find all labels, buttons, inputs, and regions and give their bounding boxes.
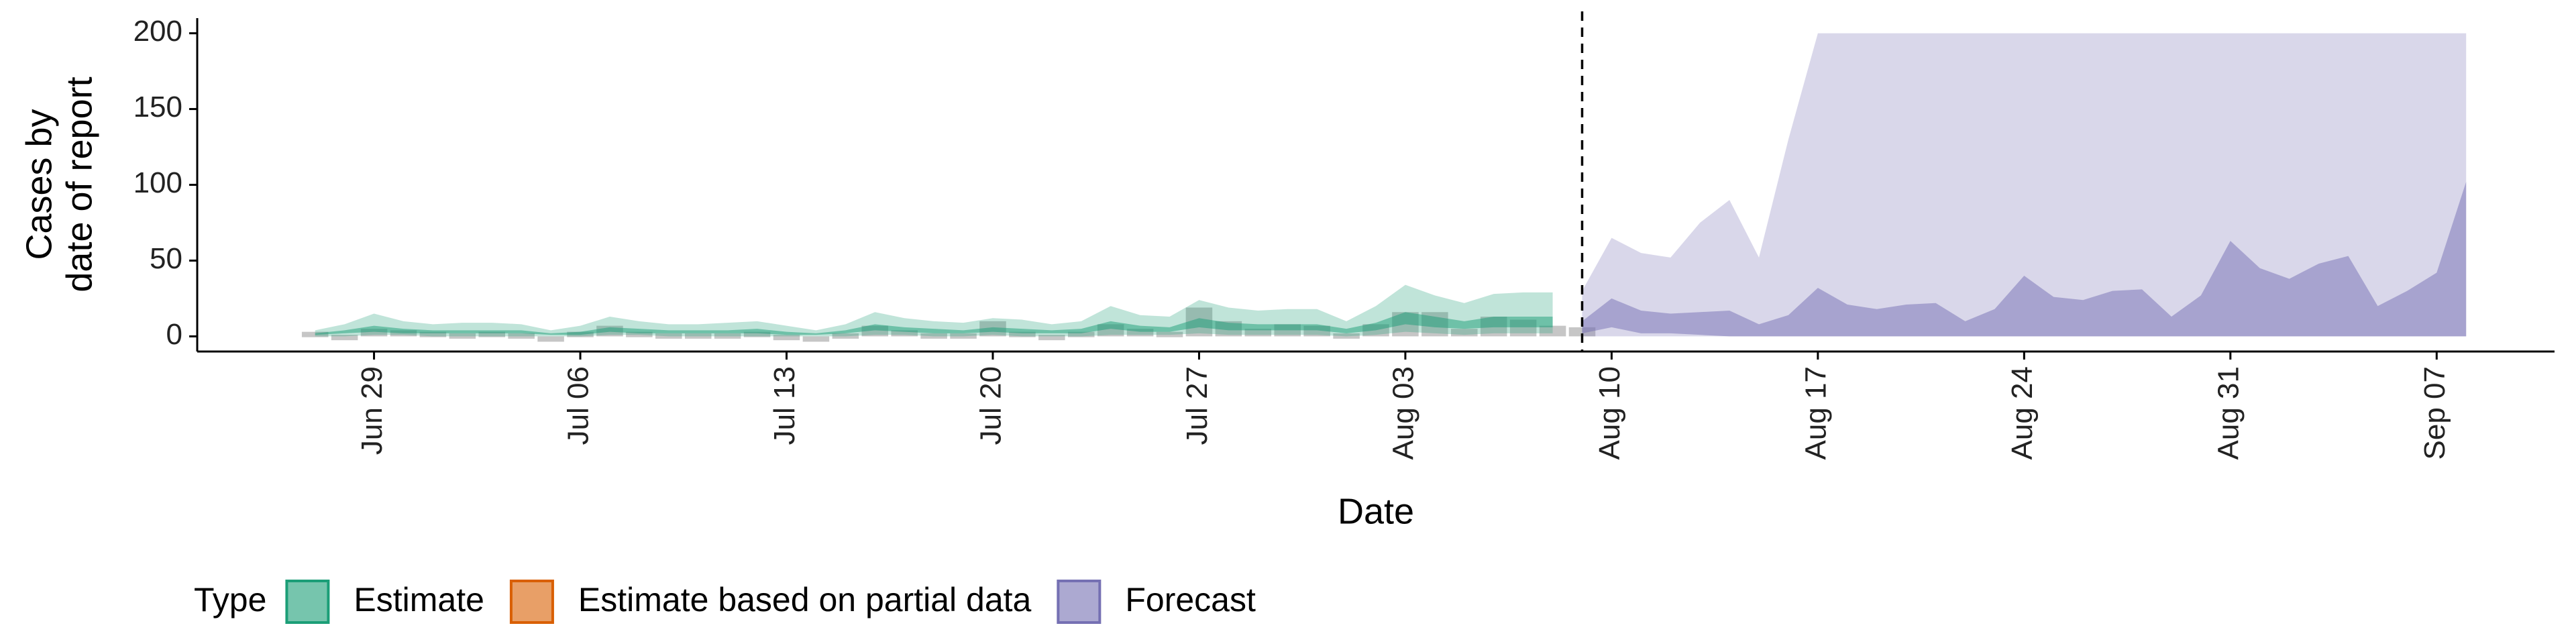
reported-bar [1156, 331, 1183, 337]
reported-bar [920, 333, 947, 339]
reported-bar [331, 335, 358, 341]
legend-swatch [285, 580, 330, 624]
ribbon [315, 284, 1553, 337]
reported-bar [1451, 329, 1478, 337]
x-axis-title: Date [1338, 491, 1414, 531]
y-tick-label: 150 [133, 91, 182, 123]
reported-bar [1067, 331, 1095, 337]
reported-bar [390, 330, 417, 337]
ribbon [1582, 181, 2467, 337]
x-tick-label: Jul 13 [768, 366, 801, 445]
reported-bar [626, 331, 653, 337]
reported-bar [1539, 325, 1566, 337]
reported-bar [1333, 333, 1360, 339]
x-tick-label: Aug 24 [2006, 366, 2039, 460]
reported-bar [1126, 329, 1154, 337]
reported-bar [714, 333, 741, 339]
reported-bar [508, 333, 535, 339]
x-tick-label: Sep 07 [2418, 366, 2451, 460]
x-tick-label: Aug 10 [1593, 366, 1626, 460]
y-axis-title: date of report [59, 76, 99, 292]
legend-swatch [509, 580, 554, 624]
reported-bar [655, 333, 682, 339]
reported-bar [950, 333, 977, 339]
x-tick-label: Aug 17 [1800, 366, 1833, 460]
reported-bar [891, 330, 918, 337]
reported-bar [802, 336, 830, 342]
reported-bar [684, 333, 712, 339]
reported-bar [832, 333, 859, 339]
y-tick-label: 50 [150, 242, 182, 275]
x-tick-label: Aug 31 [2212, 366, 2245, 460]
legend-swatch [1057, 580, 1102, 624]
reported-bar [419, 331, 447, 337]
y-tick-label: 0 [166, 318, 182, 351]
y-axis-title: Cases by [19, 109, 59, 260]
legend-label: Forecast [1125, 581, 1256, 619]
reported-bar [743, 331, 771, 337]
ribbon [315, 312, 1553, 335]
reported-bar [1244, 329, 1272, 337]
x-tick-label: Jun 29 [356, 366, 388, 455]
reported-bar [537, 336, 564, 342]
legend: Type Estimate Estimate based on partial d… [194, 580, 1256, 624]
x-tick-label: Jul 20 [975, 366, 1008, 445]
reported-bar [360, 329, 388, 337]
y-tick-label: 100 [133, 166, 182, 199]
legend-label: Estimate [354, 581, 484, 619]
y-tick-label: 200 [133, 15, 182, 48]
legend-label: Estimate based on partial data [578, 581, 1032, 619]
x-tick-label: Jul 27 [1181, 366, 1214, 445]
reported-bar [1038, 335, 1065, 341]
legend-title: Type [194, 581, 266, 619]
reported-bar [773, 335, 800, 341]
reported-bar [1009, 331, 1036, 337]
x-tick-label: Jul 06 [562, 366, 595, 445]
plot-area [301, 11, 2467, 352]
reported-bar [478, 331, 506, 337]
x-tick-label: Aug 03 [1387, 366, 1420, 460]
reported-bar [449, 333, 476, 339]
